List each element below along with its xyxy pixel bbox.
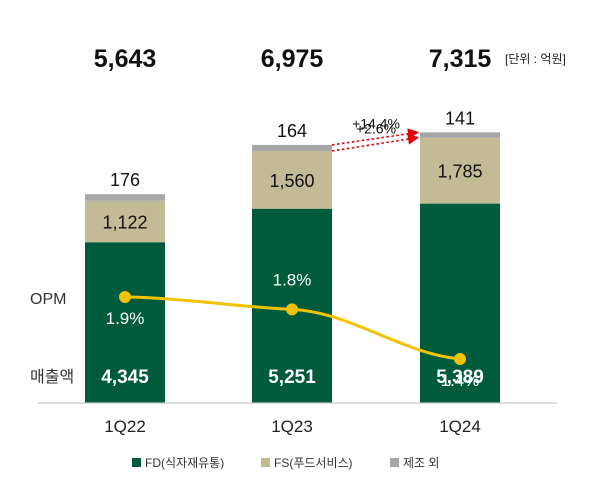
value-label-1q23-series-0: 5,251 [268, 367, 316, 388]
total-label-1q24: 7,315 [429, 45, 492, 73]
growth-arrow-0 [331, 128, 420, 146]
value-label-1q22-series-0: 4,345 [101, 367, 149, 388]
growth-label-1: +2.6% [356, 121, 396, 137]
opm-line-layer [119, 291, 466, 365]
bar-segment-1q23-series-1 [252, 150, 332, 209]
value-label-1q24-series-1: 1,785 [437, 162, 482, 182]
legend-swatch-series-2 [390, 458, 399, 467]
revenue-side-label: 매출액 [30, 368, 74, 386]
opm-label-1q23: 1.8% [273, 270, 312, 289]
value-label-1q24-series-2: 141 [445, 108, 475, 128]
value-label-1q24-series-0: 5,389 [436, 367, 484, 388]
growth-label-0: +14.4% [352, 115, 400, 131]
value-label-1q23-series-1: 1,560 [269, 171, 314, 191]
opm-point-1q23 [286, 303, 298, 316]
legend-label-series-0: FD(식자재유통) [145, 456, 224, 470]
opm-point-1q22 [119, 291, 131, 303]
opm-label-1q22: 1.9% [106, 309, 145, 328]
x-tick-label-1q22: 1Q22 [104, 417, 146, 436]
total-label-1q23: 6,975 [261, 45, 324, 73]
opm-label-1q24: 1.4% [441, 371, 480, 390]
x-tick-label-1q23: 1Q23 [271, 417, 313, 436]
bar-segment-1q24-series-1 [420, 137, 500, 204]
total-label-1q22: 5,643 [94, 45, 157, 73]
unit-label: [단위 : 억원] [505, 52, 566, 66]
value-label-1q22-series-1: 1,122 [102, 212, 147, 232]
labels-layer: 4,345 1,122 176 5,643 1Q22 5,251 1,560 164 6,975… [94, 45, 492, 436]
value-label-1q22-series-2: 176 [110, 170, 140, 190]
bars-layer [85, 132, 500, 403]
legend-swatch-series-1 [261, 458, 270, 467]
legend-label-series-2: 제조 외 [403, 456, 439, 470]
bar-segment-1q24-series-0 [420, 203, 500, 403]
bar-segment-1q22-series-1 [85, 200, 165, 243]
x-tick-label-1q24: 1Q24 [439, 417, 481, 436]
legend-swatch-series-0 [132, 458, 141, 467]
growth-arrow-1 [331, 133, 420, 152]
value-label-1q23-series-2: 164 [277, 121, 307, 141]
legend-label-series-1: FS(푸드서비스) [274, 456, 353, 470]
bar-segment-1q23-series-2 [252, 144, 332, 151]
bar-segment-1q24-series-2 [420, 132, 500, 138]
growth-arrows-layer [331, 128, 420, 152]
bar-segment-1q22-series-2 [85, 194, 165, 201]
opm-side-label: OPM [30, 291, 66, 308]
legend: FD(식자재유통) FS(푸드서비스) 제조 외 [132, 456, 439, 470]
opm-point-1q24 [454, 353, 466, 365]
bar-segment-1q22-series-0 [85, 242, 165, 403]
